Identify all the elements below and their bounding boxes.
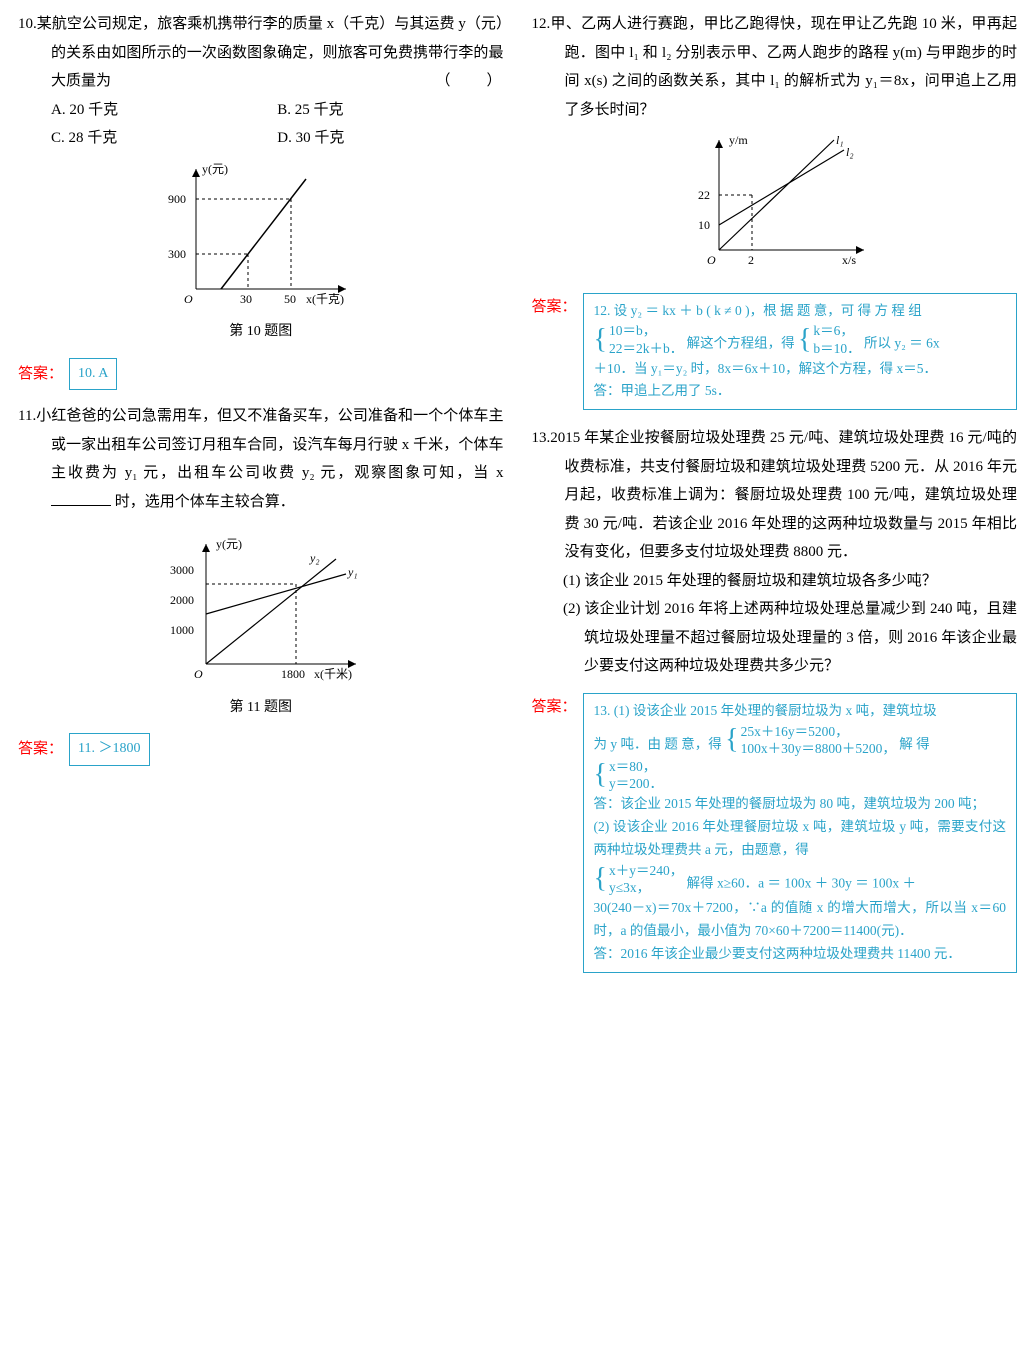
- q10-num: 10.: [18, 16, 37, 32]
- svg-text:x(千克): x(千克): [306, 292, 344, 306]
- svg-text:1800: 1800: [281, 667, 305, 681]
- svg-text:y/m: y/m: [729, 133, 748, 147]
- svg-text:30: 30: [240, 292, 252, 306]
- svg-text:l₂: l₂: [846, 145, 854, 159]
- question-11: 11.小红爸爸的公司急需用车，但又不准备买车，公司准备和一个个体车主或一家出租车…: [18, 402, 504, 721]
- q12-text: 12.甲、乙两人进行赛跑，甲比乙跑得快，现在甲让乙先跑 10 米，甲再起跑．图中…: [532, 10, 1018, 124]
- question-10: 10.某航空公司规定，旅客乘机携带行李的质量 x（千克）与其运费 y（元）的关系…: [18, 10, 504, 346]
- answer-label: 答案：: [18, 360, 63, 389]
- question-12: 12.甲、乙两人进行赛跑，甲比乙跑得快，现在甲让乙先跑 10 米，甲再起跑．图中…: [532, 10, 1018, 281]
- svg-text:x/s: x/s: [842, 253, 856, 267]
- svg-text:300: 300: [168, 247, 186, 261]
- q10-optD: D. 30 千克: [277, 124, 503, 153]
- q10-optA: A. 20 千克: [51, 96, 277, 125]
- q12-figure: 22 10 O 2 x/s y/m l₁ l₂: [532, 130, 1018, 281]
- answer-label: 答案：: [532, 293, 577, 322]
- q12-answer-row: 答案： 12. 设 y₂ ＝ kx ＋ b ( k ≠ 0 )，根 据 题 意，…: [532, 293, 1018, 411]
- svg-text:22: 22: [698, 188, 710, 202]
- svg-text:O: O: [194, 667, 203, 681]
- svg-text:50: 50: [284, 292, 296, 306]
- q11-chart: 3000 2000 1000 O 1800 x(千米) y(元) y₂ y₁: [156, 534, 366, 684]
- q10-options: A. 20 千克 B. 25 千克: [18, 96, 504, 125]
- q12-answer: 12. 设 y₂ ＝ kx ＋ b ( k ≠ 0 )，根 据 题 意，可 得 …: [583, 293, 1017, 411]
- q12-chart: 22 10 O 2 x/s y/m l₁ l₂: [674, 130, 874, 270]
- question-13: 13.2015 年某企业按餐厨垃圾处理费 25 元/吨、建筑垃圾处理费 16 元…: [532, 424, 1018, 681]
- svg-text:2000: 2000: [170, 593, 194, 607]
- svg-text:x(千米): x(千米): [314, 667, 352, 681]
- q13-sub1: (1) 该企业 2015 年处理的餐厨垃圾和建筑垃圾各多少吨？: [532, 567, 1018, 596]
- svg-text:y(元): y(元): [216, 537, 242, 551]
- q13-answer-row: 答案： 13. (1) 设该企业 2015 年处理的餐厨垃圾为 x 吨，建筑垃圾…: [532, 693, 1018, 973]
- answer-label: 答案：: [532, 693, 577, 722]
- svg-text:3000: 3000: [170, 563, 194, 577]
- q10-optB: B. 25 千克: [277, 96, 503, 125]
- q10-answer: 10. A: [69, 358, 117, 391]
- q10-figure: 900 300 O 30 50 x(千克) y(元) 第 10 题图: [18, 159, 504, 346]
- q12-num: 12.: [532, 16, 551, 32]
- q11-answer: 11. ＞1800: [69, 733, 149, 766]
- svg-text:O: O: [707, 253, 716, 267]
- answer-label: 答案：: [18, 735, 63, 764]
- q13-num: 13.: [532, 430, 551, 446]
- blank-fill: [51, 491, 111, 506]
- svg-text:1000: 1000: [170, 623, 194, 637]
- q11-caption: 第 11 题图: [18, 695, 504, 722]
- q13-text: 13.2015 年某企业按餐厨垃圾处理费 25 元/吨、建筑垃圾处理费 16 元…: [532, 424, 1018, 567]
- q11-answer-row: 答案： 11. ＞1800: [18, 733, 504, 766]
- svg-text:y₁: y₁: [347, 565, 358, 579]
- q10-text: 10.某航空公司规定，旅客乘机携带行李的质量 x（千克）与其运费 y（元）的关系…: [18, 10, 504, 96]
- svg-text:10: 10: [698, 218, 710, 232]
- svg-text:O: O: [184, 292, 193, 306]
- svg-text:900: 900: [168, 192, 186, 206]
- q11-num: 11.: [18, 408, 36, 424]
- q10-paren: （ ）: [468, 67, 503, 96]
- svg-text:y₂: y₂: [309, 551, 320, 565]
- q11-figure: 3000 2000 1000 O 1800 x(千米) y(元) y₂ y₁ 第…: [18, 534, 504, 721]
- q10-optC: C. 28 千克: [51, 124, 277, 153]
- q10-chart: 900 300 O 30 50 x(千克) y(元): [166, 159, 356, 309]
- q11-text: 11.小红爸爸的公司急需用车，但又不准备买车，公司准备和一个个体车主或一家出租车…: [18, 402, 504, 516]
- q10-caption: 第 10 题图: [18, 319, 504, 346]
- q10-answer-row: 答案： 10. A: [18, 358, 504, 391]
- svg-text:y(元): y(元): [202, 162, 228, 176]
- q13-answer: 13. (1) 设该企业 2015 年处理的餐厨垃圾为 x 吨，建筑垃圾 为 y…: [583, 693, 1017, 973]
- svg-text:2: 2: [748, 253, 754, 267]
- svg-text:l₁: l₁: [836, 133, 844, 147]
- q13-sub2: (2) 该企业计划 2016 年将上述两种垃圾处理总量减少到 240 吨，且建筑…: [532, 595, 1018, 681]
